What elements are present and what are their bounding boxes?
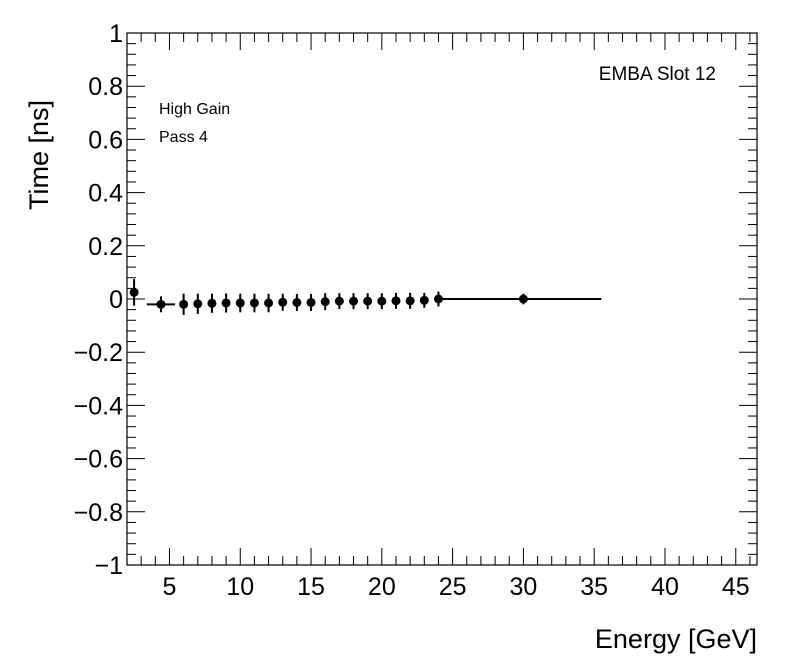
- x-tick-label: 25: [439, 573, 467, 601]
- x-tick-label: 15: [297, 573, 325, 601]
- x-tick-label: 40: [651, 573, 679, 601]
- data-point: [391, 296, 401, 306]
- y-tick-label: 0.6: [88, 126, 123, 154]
- y-tick-label: −0.6: [74, 446, 123, 474]
- y-tick-label: −1: [94, 552, 123, 580]
- data-point: [363, 296, 373, 306]
- data-point: [334, 296, 344, 306]
- y-axis-title: Time [ns]: [24, 100, 54, 210]
- annotation-slot: EMBA Slot 12: [599, 64, 716, 85]
- x-tick-label: 20: [368, 573, 396, 601]
- data-point: [433, 294, 443, 304]
- data-point: [349, 296, 359, 306]
- data-marks: [129, 279, 602, 315]
- data-point: [249, 298, 259, 308]
- data-point: [264, 298, 274, 308]
- data-point: [129, 287, 139, 297]
- y-tick-label: −0.4: [74, 392, 123, 420]
- data-point: [278, 297, 288, 307]
- data-point: [221, 298, 231, 308]
- annotation-gain: High Gain: [159, 101, 230, 118]
- data-point: [207, 298, 217, 308]
- y-tick-label: 0.4: [88, 180, 123, 208]
- x-tick-label: 5: [163, 573, 177, 601]
- data-point: [193, 299, 203, 309]
- y-tick-label: 0.8: [88, 73, 123, 101]
- data-point: [292, 297, 302, 307]
- x-tick-label: 30: [509, 573, 537, 601]
- annotation-pass: Pass 4: [159, 129, 208, 146]
- data-point: [320, 297, 330, 307]
- data-point: [235, 298, 245, 308]
- x-tick-label: 45: [722, 573, 750, 601]
- x-axis-title: Energy [GeV]: [595, 624, 757, 654]
- y-tick-label: −0.8: [74, 499, 123, 527]
- y-tick-label: −0.2: [74, 339, 123, 367]
- data-point: [419, 295, 429, 305]
- axis-ticks: [126, 32, 757, 566]
- data-point: [405, 296, 415, 306]
- data-point: [179, 299, 189, 309]
- y-tick-label: 0: [109, 286, 123, 314]
- tick-labels: 5 10 15 20 25 30 35 40 45 −1 −0.8 −0.6 −0.4 −0.2 0 0.2 0…: [74, 20, 750, 601]
- y-tick-label: 0.2: [88, 233, 123, 261]
- data-point: [306, 297, 316, 307]
- x-tick-label: 35: [580, 573, 608, 601]
- data-point: [518, 294, 528, 304]
- data-point: [156, 299, 166, 309]
- data-point: [377, 296, 387, 306]
- x-tick-label: 10: [226, 573, 254, 601]
- y-tick-label: 1: [109, 20, 123, 48]
